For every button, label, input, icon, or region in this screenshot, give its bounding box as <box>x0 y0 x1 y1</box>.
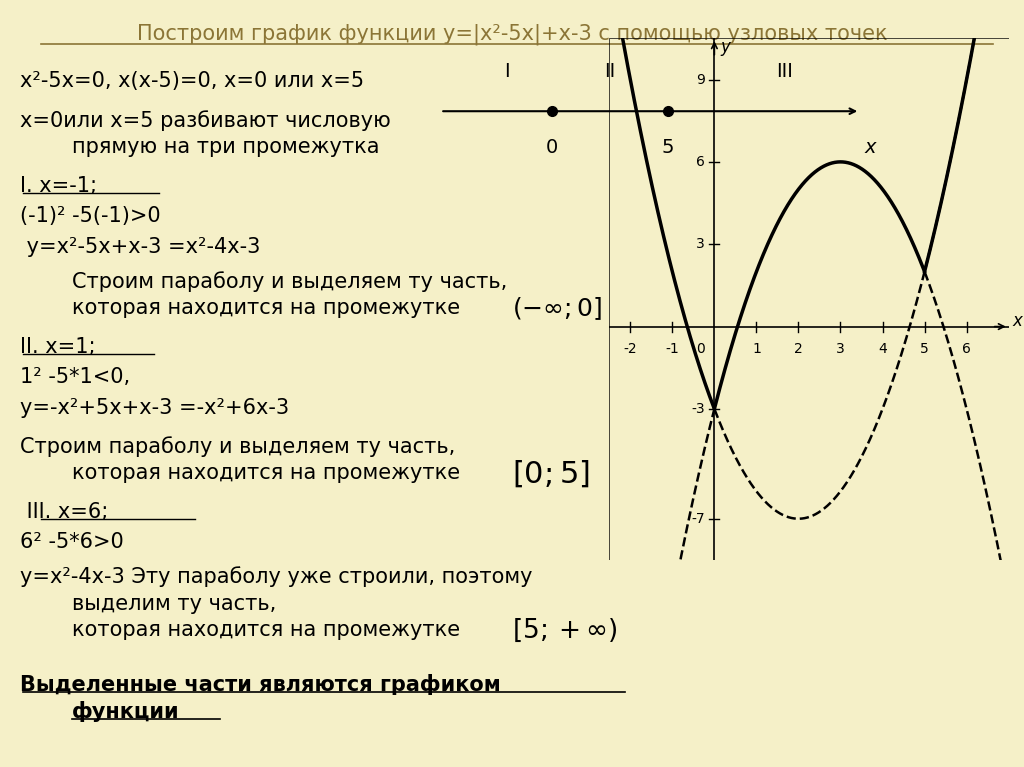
Text: 0: 0 <box>546 138 558 157</box>
Text: 3: 3 <box>696 237 706 252</box>
Text: -7: -7 <box>691 512 706 525</box>
Text: -2: -2 <box>624 341 637 356</box>
Text: 9: 9 <box>696 73 706 87</box>
Text: которая находится на промежутке: которая находится на промежутке <box>72 621 460 640</box>
Text: y=-x²+5x+x-3 =-x²+6x-3: y=-x²+5x+x-3 =-x²+6x-3 <box>20 398 290 418</box>
Text: -1: -1 <box>666 341 679 356</box>
Text: 6: 6 <box>696 155 706 169</box>
Text: которая находится на промежутке: которая находится на промежутке <box>72 463 460 483</box>
Text: Выделенные части являются графиком: Выделенные части являются графиком <box>20 673 501 695</box>
Text: x: x <box>864 138 877 157</box>
Text: $[5;+\infty)$: $[5;+\infty)$ <box>512 617 617 644</box>
Text: 0: 0 <box>696 341 706 356</box>
Text: 6² -5*6>0: 6² -5*6>0 <box>20 532 124 552</box>
Text: которая находится на промежутке: которая находится на промежутке <box>72 298 460 318</box>
Text: II: II <box>604 61 615 81</box>
Text: 3: 3 <box>837 341 845 356</box>
Text: I. x=-1;: I. x=-1; <box>20 176 97 196</box>
Text: x=0или x=5 разбивают числовую: x=0или x=5 разбивают числовую <box>20 110 391 131</box>
Text: III: III <box>776 61 793 81</box>
Text: $(-\infty;0]$: $(-\infty;0]$ <box>512 295 602 321</box>
Text: II. x=1;: II. x=1; <box>20 337 96 357</box>
Text: III. x=6;: III. x=6; <box>20 502 109 522</box>
Text: прямую на три промежутка: прямую на три промежутка <box>72 137 379 157</box>
Text: $[0;5]$: $[0;5]$ <box>512 458 590 489</box>
Text: y=x²-5x+x-3 =x²-4x-3: y=x²-5x+x-3 =x²-4x-3 <box>20 237 261 257</box>
Text: 1² -5*1<0,: 1² -5*1<0, <box>20 367 131 387</box>
Text: Строим параболу и выделяем ту часть,: Строим параболу и выделяем ту часть, <box>72 271 507 292</box>
Text: 1: 1 <box>752 341 761 356</box>
Text: 4: 4 <box>879 341 887 356</box>
Bar <box>609 38 1009 560</box>
Text: 5: 5 <box>662 138 674 157</box>
Text: x: x <box>1013 312 1023 330</box>
Text: выделим ту часть,: выделим ту часть, <box>72 594 275 614</box>
Text: y=x²-4x-3 Эту параболу уже строили, поэтому: y=x²-4x-3 Эту параболу уже строили, поэт… <box>20 566 532 588</box>
Text: (-1)² -5(-1)>0: (-1)² -5(-1)>0 <box>20 206 161 226</box>
Text: -3: -3 <box>691 402 706 416</box>
Text: I: I <box>504 61 509 81</box>
Text: Строим параболу и выделяем ту часть,: Строим параболу и выделяем ту часть, <box>20 436 456 457</box>
Text: x²-5x=0, x(x-5)=0, x=0 или x=5: x²-5x=0, x(x-5)=0, x=0 или x=5 <box>20 71 365 91</box>
Text: 6: 6 <box>963 341 971 356</box>
Text: 5: 5 <box>921 341 929 356</box>
Text: функции: функции <box>72 700 179 722</box>
Text: y: y <box>721 38 730 55</box>
Text: 2: 2 <box>794 341 803 356</box>
Text: Построим график функции y=|x²-5x|+x-3 с помощью узловых точек: Построим график функции y=|x²-5x|+x-3 с … <box>136 24 888 45</box>
